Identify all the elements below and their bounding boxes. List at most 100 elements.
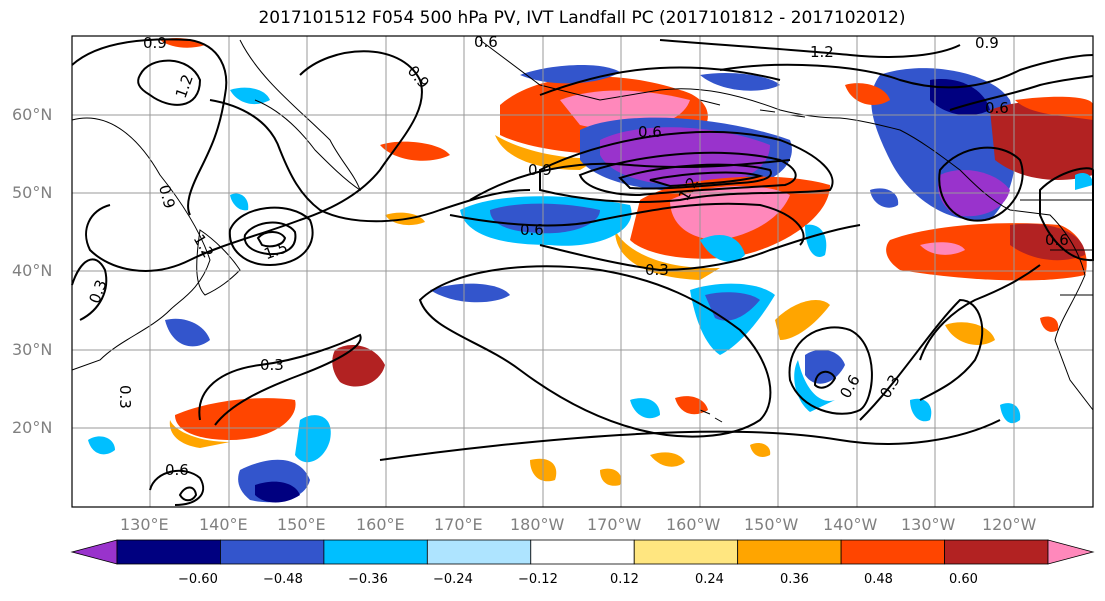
- colorbar-tick: −0.36: [348, 572, 388, 587]
- contour-label: 0.9: [975, 34, 999, 52]
- contour-0.9-top: [719, 54, 1094, 89]
- shade-neg-nea: [1075, 173, 1093, 190]
- colorbar-segment: [116, 539, 221, 565]
- shade-pos-uswest: [990, 100, 1093, 180]
- shade-pos-subtrop-west-orange: [169, 420, 230, 448]
- contour-label: 0.6: [520, 221, 544, 239]
- border-us-canada: [1020, 199, 1093, 296]
- lon-label: 130°W: [901, 515, 956, 534]
- colorbar-tick: −0.48: [263, 572, 303, 587]
- colorbar-segment: [737, 539, 842, 565]
- coast-bering-islands: [699, 99, 806, 118]
- shade-pos-subtrop-west: [175, 398, 296, 440]
- contour-label: 0.3: [645, 261, 669, 279]
- map-frame: [71, 35, 1094, 508]
- shade-orange-edge: [495, 135, 600, 170]
- contour-label: 1.2: [810, 43, 834, 61]
- coast-asia: [71, 117, 211, 371]
- contour-label: 0.6: [474, 33, 498, 51]
- colorbar-tick: 0.12: [610, 572, 639, 587]
- contour-bc: [938, 146, 1024, 222]
- shade-pos-baja: [1040, 316, 1059, 332]
- contour-label: 0.6: [165, 461, 189, 479]
- contour-label: 1.2: [172, 72, 197, 101]
- coast-alaska: [479, 39, 1094, 411]
- contour-0.6-se: [178, 486, 198, 502]
- lon-label: 160°W: [666, 515, 721, 534]
- lon-label: 150°W: [744, 515, 799, 534]
- lon-label: 140°E: [199, 515, 248, 534]
- lat-label: 20°N: [12, 418, 53, 437]
- shade-neg-aleut: [700, 73, 780, 91]
- colorbar-tick: 0.36: [780, 572, 809, 587]
- contours: [71, 38, 1094, 506]
- colorbar: [70, 539, 1095, 565]
- contour-label: 0.6: [638, 123, 662, 141]
- shade-pos-uswest-edge: [1015, 96, 1093, 120]
- lon-label: 170°W: [587, 515, 642, 534]
- colorbar-tick: −0.24: [433, 572, 473, 587]
- shade-neg-japan: [230, 193, 249, 211]
- lon-label: 170°E: [434, 515, 483, 534]
- shade-neg-35n: [430, 283, 510, 303]
- lat-label: 30°N: [12, 340, 53, 359]
- shade-pos-30n-east: [775, 300, 830, 340]
- shade-neg-25n: [805, 349, 845, 384]
- contour-0.9-nw: [71, 38, 228, 216]
- contour-0.6-big: [85, 50, 423, 272]
- shade-neg-wpac-b: [88, 436, 115, 455]
- contour-label: 1.2: [190, 231, 218, 261]
- contour-0.6-top: [539, 66, 781, 96]
- colorbar-tick: 0.24: [695, 572, 724, 587]
- lon-label: 150°E: [277, 515, 326, 534]
- shade-neg-kamch: [230, 87, 270, 105]
- shade-neg-wpac: [165, 318, 210, 347]
- shade-neg-30n-east-b: [910, 398, 932, 422]
- colorbar-tick: 0.60: [949, 572, 978, 587]
- contour-0.6-mid: [449, 202, 805, 246]
- contour-label: 0.3: [260, 356, 284, 374]
- contour-trough-2: [578, 151, 797, 197]
- lat-label: 50°N: [12, 183, 53, 202]
- contour-japan-loop1: [228, 206, 314, 267]
- lon-label: 140°W: [823, 515, 878, 534]
- shade-neg-20n-east: [1000, 403, 1021, 424]
- lat-label: 40°N: [12, 261, 53, 280]
- contour-pv-nw: [137, 59, 202, 106]
- colorbar-tick: 0.48: [864, 572, 893, 587]
- coast-kamchatka: [239, 39, 361, 192]
- contour-label: 0.6: [985, 99, 1009, 117]
- colorbar-segment: [323, 539, 428, 565]
- shade-neg-40n-west: [700, 235, 745, 262]
- contour-0.6-nw: [71, 258, 108, 321]
- colorbar-extend-max: [1047, 539, 1095, 565]
- colorbar-segment: [426, 539, 532, 565]
- shade-pos-okhotsk: [380, 141, 450, 161]
- contour-0.3-sw: [198, 333, 362, 426]
- shade-neg-sub-left: [630, 398, 660, 419]
- contour-japan-loop3: [256, 231, 287, 248]
- shade-pos-20n-mid2: [750, 443, 771, 457]
- lon-label: 120°W: [982, 515, 1037, 534]
- colorbar-segment: [633, 539, 739, 565]
- colorbar-segment: [840, 539, 945, 565]
- contour-trough-1: [539, 131, 834, 203]
- contour-label: 0.3: [116, 385, 134, 409]
- shade-neg-south-lane: [295, 415, 331, 463]
- shading-layer: [88, 37, 1093, 503]
- shade-pos-west-pink: [920, 242, 965, 255]
- shade-neg-central-core: [490, 203, 600, 234]
- contour-0.3-east: [859, 298, 984, 421]
- colorbar-segment: [944, 539, 1049, 565]
- shade-neg-sw: [805, 224, 827, 257]
- lon-label: 130°E: [120, 515, 169, 534]
- contour-0.6-small: [813, 370, 837, 389]
- shade-pos-gulf: [845, 83, 890, 105]
- shade-neg-south-core: [255, 481, 300, 503]
- gridlines: [72, 36, 1093, 507]
- contour-0.6-east: [788, 326, 873, 415]
- shade-pos-20n-mid: [650, 452, 685, 467]
- map-title: 2017101512 F054 500 hPa PV, IVT Landfall…: [258, 8, 906, 28]
- contour-label: 0.9: [143, 34, 167, 52]
